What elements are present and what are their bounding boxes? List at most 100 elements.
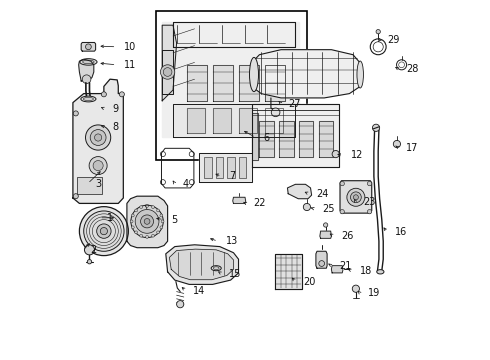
Polygon shape bbox=[73, 79, 123, 203]
Text: 28: 28 bbox=[406, 64, 418, 74]
Circle shape bbox=[353, 195, 358, 200]
Ellipse shape bbox=[377, 270, 384, 274]
Polygon shape bbox=[259, 121, 274, 157]
Circle shape bbox=[151, 234, 154, 237]
Ellipse shape bbox=[357, 61, 364, 88]
Polygon shape bbox=[279, 121, 294, 157]
Ellipse shape bbox=[80, 59, 97, 65]
Circle shape bbox=[368, 181, 372, 186]
Text: 1: 1 bbox=[107, 213, 113, 223]
Ellipse shape bbox=[83, 97, 94, 100]
Text: 5: 5 bbox=[172, 215, 178, 225]
Polygon shape bbox=[213, 108, 231, 133]
Text: 21: 21 bbox=[339, 261, 351, 271]
Circle shape bbox=[160, 65, 175, 79]
Bar bbox=[156, 11, 307, 160]
Circle shape bbox=[340, 210, 344, 214]
Circle shape bbox=[84, 211, 124, 251]
Circle shape bbox=[90, 130, 106, 145]
Circle shape bbox=[131, 226, 134, 229]
Circle shape bbox=[146, 204, 148, 207]
Circle shape bbox=[95, 134, 102, 141]
Text: 24: 24 bbox=[316, 189, 329, 199]
Polygon shape bbox=[316, 251, 327, 268]
Text: 15: 15 bbox=[229, 269, 242, 279]
Text: 10: 10 bbox=[124, 42, 136, 52]
Polygon shape bbox=[162, 50, 173, 94]
Bar bbox=[239, 157, 246, 178]
Text: 22: 22 bbox=[254, 198, 266, 208]
Polygon shape bbox=[331, 266, 343, 273]
Polygon shape bbox=[187, 65, 207, 101]
Text: 20: 20 bbox=[303, 276, 316, 287]
Text: 26: 26 bbox=[341, 231, 353, 241]
Text: 13: 13 bbox=[225, 236, 238, 246]
Polygon shape bbox=[252, 113, 258, 160]
Circle shape bbox=[100, 228, 107, 235]
Polygon shape bbox=[81, 42, 96, 51]
Circle shape bbox=[135, 210, 159, 233]
Bar bbox=[204, 157, 212, 178]
Circle shape bbox=[160, 226, 163, 229]
Circle shape bbox=[319, 261, 324, 266]
Polygon shape bbox=[213, 65, 233, 101]
Text: 7: 7 bbox=[229, 171, 235, 181]
Circle shape bbox=[74, 194, 78, 199]
Polygon shape bbox=[288, 184, 312, 199]
Circle shape bbox=[74, 111, 78, 116]
Polygon shape bbox=[199, 153, 252, 182]
Polygon shape bbox=[252, 104, 339, 167]
Circle shape bbox=[352, 285, 360, 292]
Circle shape bbox=[101, 92, 106, 97]
Circle shape bbox=[393, 140, 400, 148]
Circle shape bbox=[340, 181, 344, 186]
Circle shape bbox=[93, 161, 103, 171]
Ellipse shape bbox=[81, 96, 96, 102]
Circle shape bbox=[347, 188, 365, 206]
Text: 23: 23 bbox=[363, 197, 375, 207]
Circle shape bbox=[161, 220, 164, 223]
Polygon shape bbox=[239, 108, 257, 133]
Ellipse shape bbox=[211, 266, 221, 271]
Text: 29: 29 bbox=[388, 35, 400, 45]
Circle shape bbox=[372, 124, 380, 131]
Polygon shape bbox=[170, 249, 233, 280]
Polygon shape bbox=[265, 108, 283, 133]
Polygon shape bbox=[162, 25, 176, 101]
Text: 4: 4 bbox=[182, 179, 189, 189]
Circle shape bbox=[131, 214, 134, 217]
Text: 17: 17 bbox=[406, 143, 418, 153]
Polygon shape bbox=[166, 245, 239, 284]
Polygon shape bbox=[187, 108, 205, 133]
Polygon shape bbox=[162, 22, 299, 137]
Circle shape bbox=[157, 231, 159, 234]
Circle shape bbox=[144, 219, 150, 224]
Text: 6: 6 bbox=[263, 132, 270, 143]
Circle shape bbox=[160, 214, 163, 217]
Circle shape bbox=[89, 157, 107, 175]
Circle shape bbox=[323, 223, 328, 227]
Circle shape bbox=[97, 224, 111, 238]
Polygon shape bbox=[173, 104, 295, 137]
Circle shape bbox=[151, 206, 154, 208]
Polygon shape bbox=[340, 181, 372, 213]
Circle shape bbox=[140, 206, 143, 208]
Circle shape bbox=[163, 68, 172, 76]
Circle shape bbox=[176, 301, 184, 308]
Circle shape bbox=[131, 205, 163, 238]
Polygon shape bbox=[250, 50, 362, 98]
Circle shape bbox=[86, 44, 91, 50]
Circle shape bbox=[130, 220, 133, 223]
Polygon shape bbox=[239, 65, 259, 101]
Text: 12: 12 bbox=[351, 150, 363, 160]
Circle shape bbox=[146, 235, 148, 238]
Text: 9: 9 bbox=[112, 104, 118, 114]
Bar bbox=[227, 157, 235, 178]
Circle shape bbox=[87, 260, 92, 264]
Circle shape bbox=[157, 209, 159, 212]
Circle shape bbox=[84, 245, 95, 255]
Text: 16: 16 bbox=[395, 227, 407, 237]
Circle shape bbox=[368, 210, 372, 214]
Text: 18: 18 bbox=[360, 266, 372, 276]
Text: 3: 3 bbox=[95, 179, 101, 189]
